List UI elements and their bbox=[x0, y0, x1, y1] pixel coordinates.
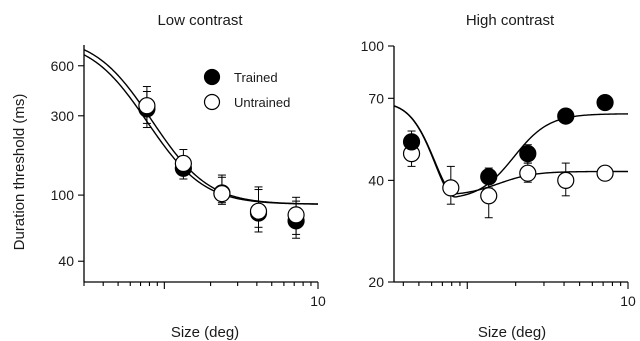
right-point-untrained bbox=[557, 171, 575, 189]
left-point-untrained bbox=[213, 185, 231, 203]
left-panel-title: Low contrast bbox=[157, 12, 243, 29]
right-point-trained bbox=[480, 168, 498, 186]
left-fit-line-untrained bbox=[83, 49, 319, 205]
legend-trained-marker bbox=[203, 68, 221, 86]
right-point-trained bbox=[557, 107, 575, 125]
legend-trained-label: Trained bbox=[234, 70, 278, 85]
right-point-trained bbox=[596, 93, 614, 112]
right-panel-title: High contrast bbox=[466, 12, 555, 29]
y-axis-label: Duration threshold (ms) bbox=[11, 94, 28, 251]
left-point-untrained bbox=[138, 97, 156, 115]
left-plot-area: 10 40 100 300 600 bbox=[51, 45, 326, 309]
right-fit-line-untrained bbox=[393, 105, 628, 195]
right-point-trained bbox=[519, 145, 537, 163]
right-y-tick-label: 70 bbox=[368, 90, 384, 106]
legend-untrained-marker bbox=[203, 93, 221, 111]
right-point-untrained bbox=[596, 164, 614, 182]
left-y-tick-label: 600 bbox=[51, 58, 75, 74]
left-x-axis-label: Size (deg) bbox=[171, 324, 239, 341]
right-y-tick-label: 20 bbox=[368, 274, 384, 290]
right-y-tick-label: 40 bbox=[368, 172, 384, 188]
right-point-untrained bbox=[480, 187, 498, 205]
right-point-untrained bbox=[519, 164, 537, 182]
right-x-tick-label: 10 bbox=[620, 293, 636, 309]
left-point-untrained bbox=[287, 206, 305, 224]
legend-untrained-label: Untrained bbox=[234, 95, 290, 110]
left-y-tick-label: 40 bbox=[58, 253, 74, 269]
right-panel: High contrast Size (deg) 10 20 40 70 100 bbox=[361, 12, 636, 341]
right-point-untrained bbox=[442, 179, 460, 197]
right-x-axis-label: Size (deg) bbox=[478, 324, 546, 341]
left-legend: Trained Untrained bbox=[203, 68, 290, 111]
right-y-tick-label: 100 bbox=[361, 38, 385, 54]
right-point-trained bbox=[402, 133, 421, 151]
left-point-untrained bbox=[249, 202, 268, 220]
right-plot-area: 10 20 40 70 100 bbox=[361, 38, 636, 309]
right-fit-line-trained bbox=[393, 105, 629, 198]
left-y-tick-label: 100 bbox=[51, 187, 75, 203]
left-panel: Low contrast Duration threshold (ms) Siz… bbox=[11, 12, 326, 341]
left-y-tick-label: 300 bbox=[51, 108, 75, 124]
left-x-tick-label: 10 bbox=[310, 293, 326, 309]
left-point-untrained bbox=[174, 154, 192, 173]
